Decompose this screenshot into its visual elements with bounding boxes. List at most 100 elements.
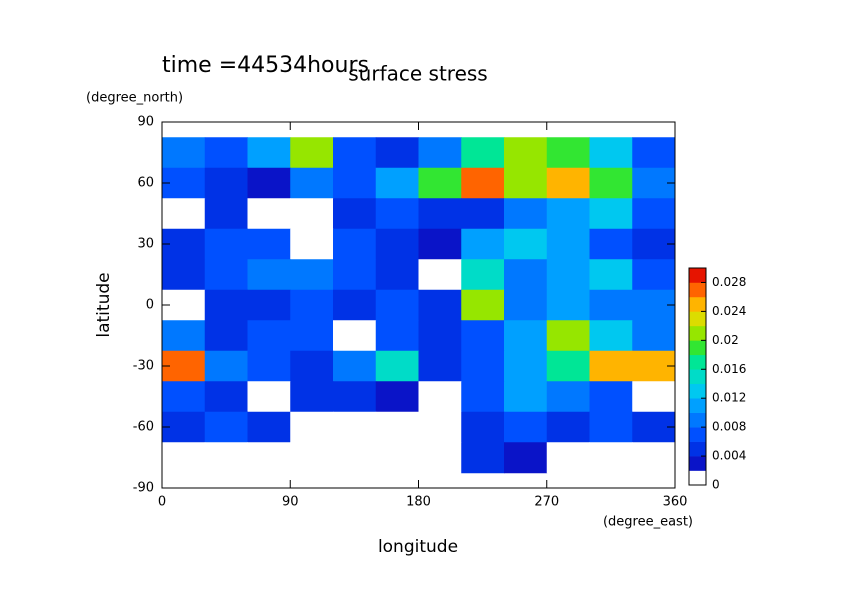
colorbar-tick-label: 0.012 (712, 391, 746, 405)
colorbar-segment (689, 340, 706, 356)
cell (333, 320, 377, 352)
cell (589, 320, 633, 352)
cell (546, 259, 590, 291)
cell (632, 259, 676, 291)
cell (333, 137, 377, 169)
cell (461, 411, 505, 443)
colorbar-tick-label: 0.004 (712, 449, 746, 463)
cell (290, 442, 334, 474)
colorbar-frame (688, 267, 707, 486)
cell (546, 442, 590, 474)
cell (204, 167, 248, 199)
cell (461, 167, 505, 199)
cell (589, 411, 633, 443)
cell (333, 350, 377, 382)
colorbar-segment (689, 369, 706, 385)
cell (204, 259, 248, 291)
cell (290, 198, 334, 230)
cell (247, 442, 291, 474)
cell (290, 320, 334, 352)
chart-subtitle: time =44534hours (162, 53, 369, 78)
cell (290, 289, 334, 321)
cell (162, 198, 206, 230)
cell (504, 167, 548, 199)
cell (461, 137, 505, 169)
cell (290, 350, 334, 382)
cell (461, 320, 505, 352)
y-tick-label: -60 (133, 420, 154, 435)
cell (375, 381, 419, 413)
cell (461, 289, 505, 321)
colorbar-segment (689, 398, 706, 413)
cell (461, 381, 505, 413)
y-tick-label: -30 (133, 359, 154, 374)
cell (418, 137, 462, 169)
cell (418, 198, 462, 230)
cell (461, 259, 505, 291)
cell (546, 228, 590, 260)
cell (375, 320, 419, 352)
cell (461, 442, 505, 474)
cell (632, 442, 676, 474)
colorbar-tick-label: 0.028 (712, 275, 746, 289)
cell (418, 411, 462, 443)
cell (375, 411, 419, 443)
colorbar-segment (689, 296, 706, 312)
cell (290, 228, 334, 260)
cell (418, 381, 462, 413)
cell (504, 350, 548, 382)
colorbar-segment (689, 325, 706, 341)
colorbar-tick-label: 0.024 (712, 304, 746, 318)
cell (333, 381, 377, 413)
colorbar-segment (689, 268, 706, 283)
cell (375, 350, 419, 382)
cell (375, 228, 419, 260)
cell (461, 228, 505, 260)
cell (418, 259, 462, 291)
x-unit: (degree_east) (603, 515, 693, 530)
cell (546, 167, 590, 199)
cell (504, 381, 548, 413)
y-tick-label: 60 (137, 176, 154, 191)
cell (504, 411, 548, 443)
cell (418, 228, 462, 260)
cell (290, 137, 334, 169)
x-tick-label: 180 (406, 495, 431, 510)
cell (162, 259, 206, 291)
cell (204, 442, 248, 474)
cell (418, 167, 462, 199)
colorbar-segment (689, 441, 706, 457)
cell (333, 442, 377, 474)
cell (504, 289, 548, 321)
x-axis-title: longitude (378, 537, 458, 557)
cell (204, 381, 248, 413)
cell (589, 442, 633, 474)
cell (247, 198, 291, 230)
colorbar-segment (689, 412, 706, 428)
cell (290, 381, 334, 413)
cell (162, 320, 206, 352)
x-tick-label: 90 (282, 495, 299, 510)
cell (162, 137, 206, 169)
cell (546, 350, 590, 382)
y-tick-label: -90 (133, 481, 154, 496)
cell (375, 137, 419, 169)
cell (418, 320, 462, 352)
colorbar-tick-label: 0.016 (712, 362, 746, 376)
cell (204, 198, 248, 230)
cell (247, 228, 291, 260)
y-tick-label: 90 (137, 115, 154, 130)
x-tick-label: 270 (534, 495, 559, 510)
y-tick-label: 30 (137, 237, 154, 252)
cell (162, 442, 206, 474)
colorbar-segment (689, 470, 706, 486)
cell (333, 228, 377, 260)
y-unit: (degree_north) (86, 91, 183, 106)
colorbar-segment (689, 282, 706, 298)
cell (504, 137, 548, 169)
cell (418, 350, 462, 382)
cell (247, 259, 291, 291)
y-axis-title: latitude (94, 272, 114, 337)
cell (204, 350, 248, 382)
cell (589, 137, 633, 169)
